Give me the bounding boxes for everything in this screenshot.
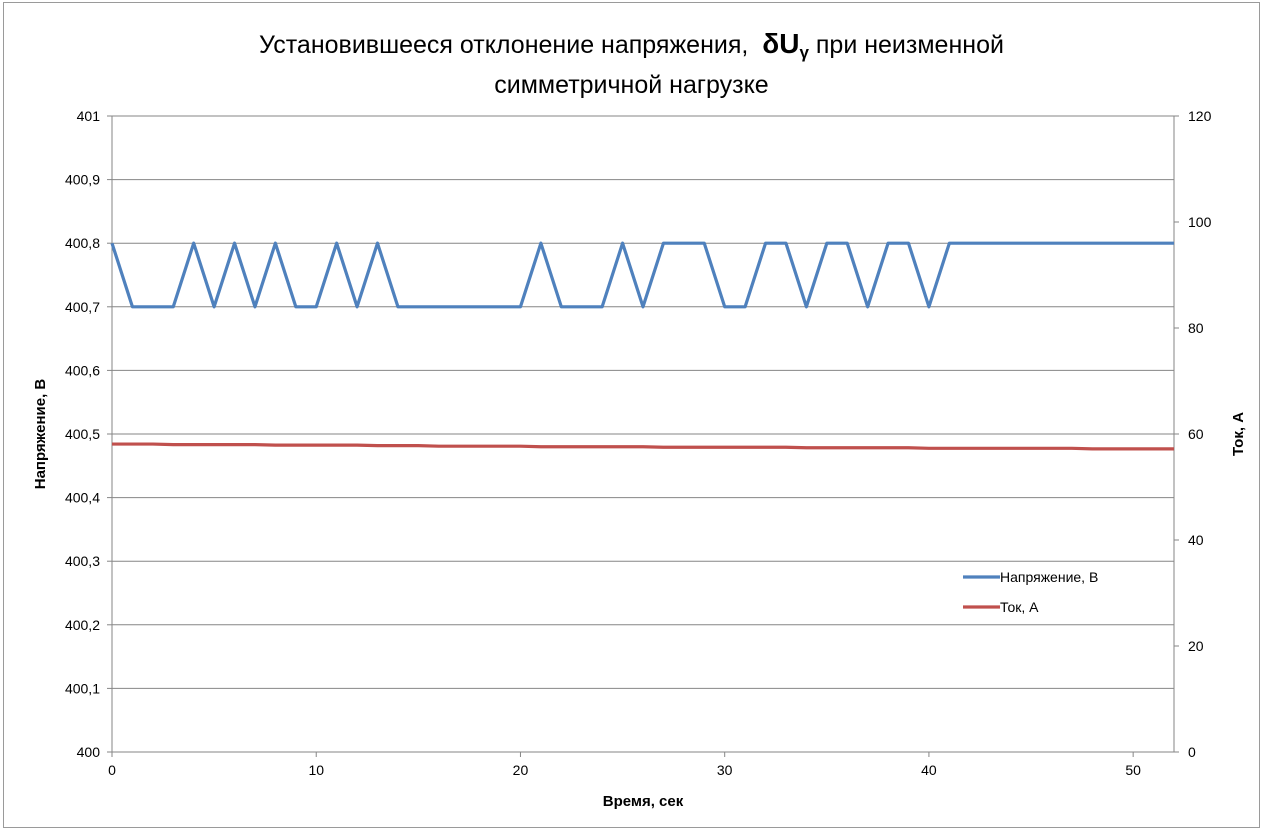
legend: Напряжение, В Ток, А [963,569,1098,615]
title-symbol: δUγ [762,28,809,62]
chart-title-line-2: симметричной нагрузке [494,71,769,99]
y-tick-label: 400 [77,744,101,760]
x-tick-label: 40 [921,762,937,778]
y-tick-label: 400,9 [65,172,100,188]
chart-title: Установившееся отклонение напряжения, δU… [0,28,1263,101]
y2-tick-label: 120 [1188,108,1212,124]
y-tick-label: 400,8 [65,235,100,251]
x-tick-label: 0 [108,762,116,778]
tick-labels: 400400,1400,2400,3400,4400,5400,6400,740… [65,108,1212,778]
x-tick-label: 30 [717,762,733,778]
y2-tick-label: 100 [1188,214,1212,230]
title-symbol-main: δU [762,28,800,59]
title-part-2: при неизменной [815,31,1004,59]
chart-title-line-1: Установившееся отклонение напряжения, δU… [0,28,1263,69]
y2-tick-label: 20 [1188,638,1204,654]
y-tick-label: 400,6 [65,362,100,378]
x-tick-label: 10 [308,762,324,778]
y2-tick-label: 0 [1188,744,1196,760]
y-tick-label: 400,5 [65,426,100,442]
y-tick-label: 400,2 [65,617,100,633]
y-tick-label: 401 [77,108,101,124]
y-tick-label: 400,7 [65,299,100,315]
chart-frame [3,2,1260,828]
title-part-1: Установившееся отклонение напряжения, [259,31,749,59]
series-layer [110,241,1174,451]
x-axis-title: Время, сек [603,793,684,810]
y2-tick-label: 60 [1188,426,1204,442]
y2-axis-title: Ток, А [1230,412,1247,456]
x-tick-label: 20 [513,762,529,778]
y-axis-title: Напряжение, В [32,379,49,490]
y-tick-label: 400,1 [65,680,100,696]
legend-label: Напряжение, В [1000,569,1098,585]
series-line-voltage [110,241,1174,309]
legend-label: Ток, А [1000,599,1039,615]
y-tick-label: 400,4 [65,490,100,506]
gridlines [112,115,1174,753]
x-tick-label: 50 [1125,762,1141,778]
series-line-current [112,442,1174,451]
axes [107,115,1179,757]
y-tick-label: 400,3 [65,553,100,569]
y2-tick-label: 40 [1188,532,1204,548]
y2-tick-label: 80 [1188,320,1204,336]
title-symbol-subscript: γ [799,43,809,62]
